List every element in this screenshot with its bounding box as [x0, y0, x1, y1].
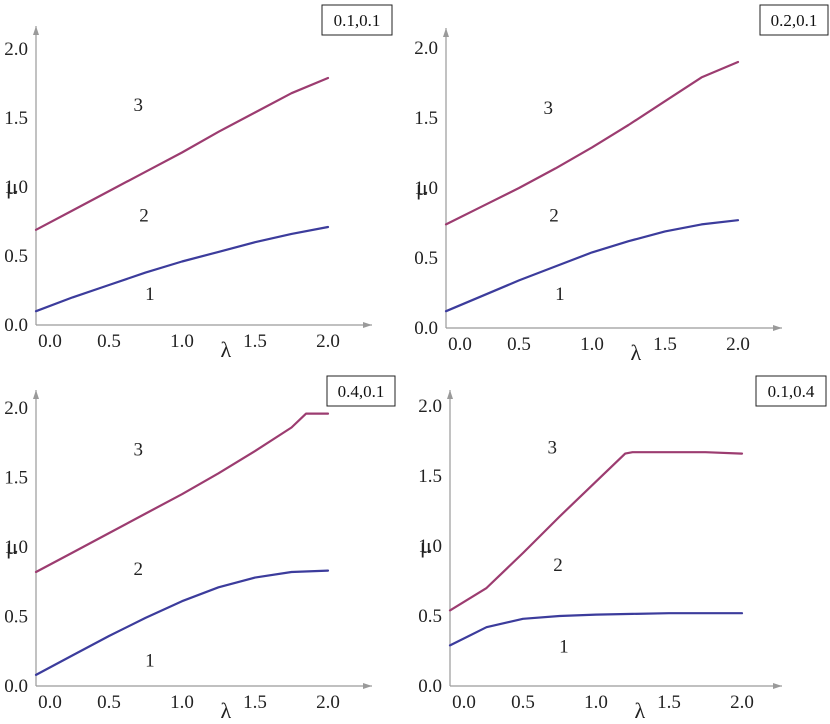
series-line-1	[34, 569, 330, 676]
x-tick-label: 2.0	[316, 331, 340, 352]
x-tick-label: 1.5	[243, 331, 267, 352]
series-line-1	[448, 612, 744, 647]
series-line-2	[34, 76, 330, 231]
x-axis-arrow	[773, 325, 782, 331]
y-tick-label: 0.5	[414, 248, 438, 269]
y-tick-label: 0.0	[4, 676, 28, 697]
parameter-box-label: 0.1,0.4	[768, 382, 815, 401]
y-tick-label: 1.0	[414, 178, 438, 199]
y-axis-arrow	[33, 390, 39, 399]
x-tick-label: 1.0	[170, 692, 194, 713]
y-tick-label: 1.0	[4, 537, 28, 558]
x-tick-label: 0.0	[452, 692, 476, 713]
x-tick-label: 1.5	[653, 334, 677, 355]
y-tick-label: 1.5	[4, 108, 28, 129]
y-axis-arrow	[443, 28, 449, 37]
x-tick-label: 1.0	[170, 331, 194, 352]
series-line-2	[34, 412, 330, 574]
y-tick-label: 1.5	[418, 466, 442, 487]
y-axis-label: μ	[416, 175, 428, 200]
y-axis-arrow	[447, 390, 453, 399]
y-axis-label: μ	[6, 534, 18, 559]
y-tick-label: 0.5	[418, 606, 442, 627]
y-tick-label: 0.0	[4, 315, 28, 336]
y-tick-label: 2.0	[4, 39, 28, 60]
x-tick-label: 2.0	[726, 334, 750, 355]
region-label-3: 3	[547, 438, 557, 459]
x-axis-label: λ	[220, 698, 231, 723]
y-tick-label: 2.0	[414, 38, 438, 59]
region-label-3: 3	[543, 98, 553, 119]
chart-panel-3: 0.0 0.5 1.0 1.5 2.0 0.0 0.5 1.0 1.5 2.0 λ μ 1 2 3 0.4,0…	[4, 375, 396, 723]
chart-panel-4: 0.0 0.5 1.0 1.5 2.0 0.0 0.5 1.0 1.5 2.0 λ μ 1 2 3 0.1,0…	[418, 375, 827, 723]
series-line-2	[448, 451, 744, 612]
x-axis-arrow	[773, 683, 782, 689]
x-axis-label: λ	[630, 340, 641, 365]
region-label-1: 1	[145, 284, 155, 305]
x-tick-label: 1.0	[580, 334, 604, 355]
region-label-2: 2	[133, 559, 143, 580]
region-label-3: 3	[133, 95, 143, 116]
parameter-box	[321, 4, 393, 36]
x-tick-label: 1.0	[584, 692, 608, 713]
y-tick-label: 0.5	[4, 607, 28, 628]
y-tick-label: 1.0	[418, 536, 442, 557]
region-label-1: 1	[145, 651, 155, 672]
x-tick-label: 0.5	[511, 692, 535, 713]
series-line-2	[444, 60, 740, 226]
region-label-1: 1	[559, 636, 569, 657]
x-tick-label: 0.0	[38, 692, 62, 713]
x-axis-arrow	[363, 683, 372, 689]
parameter-box-label: 0.2,0.1	[771, 11, 818, 30]
chart-panel-2: 0.0 0.5 1.0 1.5 2.0 0.0 0.5 1.0 1.5 2.0 λ μ 1 2 3 0.2,0…	[414, 4, 829, 365]
x-tick-label: 0.0	[448, 334, 472, 355]
parameter-box	[755, 375, 827, 407]
x-tick-label: 1.5	[243, 692, 267, 713]
parameter-box-label: 0.4,0.1	[338, 382, 385, 401]
region-label-3: 3	[133, 439, 143, 460]
y-tick-label: 1.5	[414, 108, 438, 129]
x-tick-label: 0.5	[97, 331, 121, 352]
x-tick-label: 1.5	[657, 692, 681, 713]
x-tick-label: 0.0	[38, 331, 62, 352]
y-tick-label: 0.0	[418, 676, 442, 697]
series-line-1	[34, 225, 330, 313]
y-tick-label: 0.5	[4, 246, 28, 267]
parameter-box-label: 0.1,0.1	[334, 11, 381, 30]
x-tick-label: 2.0	[730, 692, 754, 713]
y-tick-label: 1.5	[4, 468, 28, 489]
x-tick-label: 0.5	[507, 334, 531, 355]
region-label-1: 1	[555, 284, 565, 305]
y-tick-label: 2.0	[4, 398, 28, 419]
region-label-2: 2	[139, 206, 149, 227]
y-axis-label: μ	[6, 174, 18, 199]
x-axis-arrow	[363, 322, 372, 328]
x-axis-label: λ	[220, 337, 231, 362]
series-line-1	[444, 219, 740, 313]
y-axis-arrow	[33, 26, 39, 35]
chart-panel-1: 0.0 0.5 1.0 1.5 2.0 0.0 0.5 1.0 1.5 2.0 λ μ 1 2 3 0.1,0…	[4, 4, 393, 362]
region-label-2: 2	[549, 206, 559, 227]
region-label-2: 2	[553, 555, 563, 576]
y-tick-label: 1.0	[4, 177, 28, 198]
x-tick-label: 2.0	[316, 692, 340, 713]
y-axis-label: μ	[420, 533, 432, 558]
parameter-box	[759, 4, 829, 36]
y-tick-label: 0.0	[414, 318, 438, 339]
x-axis-label: λ	[634, 698, 645, 723]
y-tick-label: 2.0	[418, 396, 442, 417]
x-tick-label: 0.5	[97, 692, 121, 713]
parameter-box	[326, 375, 396, 407]
